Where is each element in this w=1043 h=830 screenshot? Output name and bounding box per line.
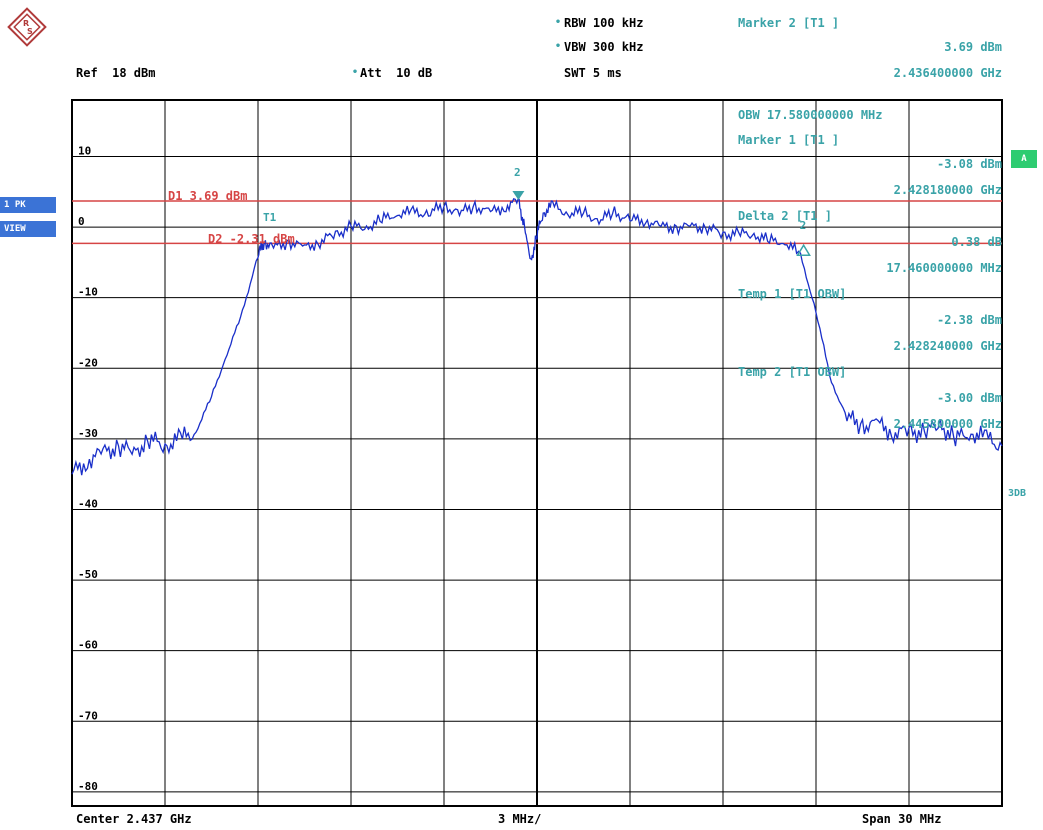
y-tick-label: -50 [78,568,98,581]
trace-a-badge: A [1011,150,1037,168]
y-tick-label: -40 [78,497,98,510]
vbw-marker-dot: • [555,41,562,52]
pk-trace-badge: 1 PK [0,197,56,213]
y-tick-label: -10 [78,286,98,299]
span-label: Span 30 MHz [862,812,942,826]
marker-t1-label: T1 [263,211,277,224]
grid [71,99,1003,807]
marker2-frequency: 2.436400000 GHz [893,66,1002,80]
info-panel-row: Temp 1 [T1 OBW] [738,287,847,301]
marker-2-triangle [512,191,525,201]
display-line-d2-label: D2 -2.31 dBm [208,232,295,246]
vbw-label: VBW 300 kHz [564,40,644,54]
trace-layer [71,196,1003,476]
y-tick-label: 10 [78,144,91,157]
info-panel-row: -3.00 dBm [936,391,1002,405]
info-panel-row: Delta 2 [T1 ] [738,209,832,223]
delta-marker-triangle [796,243,811,256]
info-panel-row: OBW 17.580000000 MHz [738,108,883,122]
y-tick-label: -80 [78,780,98,793]
info-panel-row: 2.445800000 GHz [893,417,1002,431]
marker2-level: 3.69 dBm [944,40,1002,54]
info-panel-row: 2.428240000 GHz [893,339,1002,353]
rbw-label: RBW 100 kHz [564,16,644,30]
display-line-d1-label: D1 3.69 dBm [168,189,248,203]
y-tick-label: -30 [78,427,98,440]
att-marker-dot: • [352,67,359,78]
attenuation-label: Att 10 dB [360,66,433,80]
rohde-schwarz-logo: R S [7,7,47,47]
ref-level-label: Ref 18 dBm [76,66,156,80]
info-panel-row: -2.38 dBm [936,313,1002,327]
delta-marker-label: 2 [800,219,807,232]
marker2-title: Marker 2 [T1 ] [738,16,840,30]
sweep-time-label: SWT 5 ms [564,66,622,80]
marker-layer: 2 [512,191,811,256]
marker-2-label: 2 [514,166,521,179]
info-panel-row: 2.428180000 GHz [893,183,1002,197]
info-panel-row: 17.460000000 MHz [886,261,1002,275]
y-tick-label: 0 [78,215,85,228]
info-panel-row: -3.08 dBm [936,157,1002,171]
view-trace-badge: VIEW [0,221,56,237]
division-label: 3 MHz/ [498,812,542,826]
display-lines [72,200,1002,245]
info-panel-row: 0.38 dB [951,235,1002,249]
rbw-marker-dot: • [555,17,562,28]
svg-text:S: S [27,27,33,36]
y-tick-label: -20 [78,356,98,369]
info-panel-row: Temp 2 [T1 OBW] [738,365,847,379]
info-panel-row: Marker 1 [T1 ] [738,133,840,147]
y-tick-labels: 10 0 -10 -20 -30 -40 -50 -60 -70 -80 [78,144,98,792]
svg-text:R: R [23,19,29,28]
y-tick-label: -60 [78,639,98,652]
center-frequency-label: Center 2.437 GHz [76,812,192,826]
y-tick-label: -70 [78,709,98,722]
spectrum-trace [71,196,1003,476]
right-side-label: 3DB [1008,488,1027,499]
